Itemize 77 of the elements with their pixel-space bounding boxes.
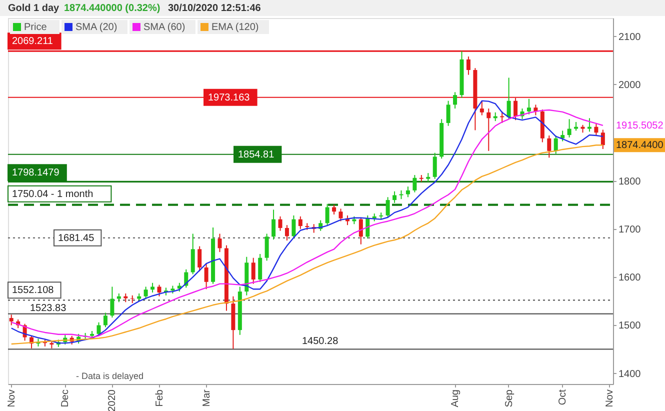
candlestick — [406, 186, 410, 198]
candlestick — [332, 204, 336, 215]
candlestick — [198, 246, 202, 272]
text: 1915.5052 — [616, 120, 664, 132]
x-tick-label: 2020 — [107, 389, 118, 411]
x-tick-label: Oct — [558, 389, 569, 406]
candlestick — [412, 174, 417, 193]
candlestick — [486, 108, 491, 152]
chart-title: Gold 1 day — [8, 3, 60, 14]
candlestick — [144, 286, 148, 300]
ref-line-label: 1854.81 — [238, 149, 275, 160]
legend-label: SMA (60) — [144, 22, 186, 33]
x-tick-label: Nov — [6, 390, 18, 408]
y-tick-label: 1600 — [618, 272, 642, 284]
candlestick — [110, 286, 114, 318]
candlestick — [432, 152, 437, 180]
x-tick-label: Aug — [450, 390, 462, 408]
ref-line-label: 1973.163 — [208, 92, 250, 104]
x-tick-label: Sep — [504, 389, 515, 408]
candlestick — [130, 294, 134, 304]
ref-line-label: 1523.83 — [30, 302, 67, 314]
x-tick-label: Feb — [154, 389, 166, 407]
candlestick — [103, 312, 108, 328]
candlestick — [600, 129, 605, 150]
candlestick — [480, 100, 484, 116]
candlestick — [150, 282, 155, 293]
candlestick — [284, 224, 289, 241]
candlestick — [157, 284, 162, 297]
candlestick — [272, 209, 276, 240]
text: 1874.4400 — [616, 140, 664, 152]
ref-line-label: 1681.45 — [58, 232, 95, 244]
candlestick — [594, 123, 598, 136]
legend-label: EMA (120) — [212, 22, 259, 33]
y-tick-label: 1700 — [618, 224, 642, 236]
candlestick — [392, 190, 397, 204]
candlestick — [453, 92, 458, 110]
legend-label: SMA (20) — [76, 22, 118, 33]
y-tick-label: 1500 — [618, 320, 642, 332]
candlestick — [547, 135, 552, 158]
candlestick — [264, 233, 269, 262]
candlestick — [292, 214, 296, 240]
ref-line-label: 1552.108 — [12, 285, 54, 296]
ref-line-label: 2069.211 — [12, 36, 54, 48]
candlestick — [554, 135, 558, 154]
chart-subtitle: 1874.440000 (0.32%) — [64, 3, 160, 14]
candlestick — [567, 118, 572, 138]
candlestick — [251, 257, 256, 284]
candlestick — [386, 196, 390, 218]
candlestick — [298, 216, 302, 230]
y-tick-label: 1400 — [618, 368, 642, 380]
candlestick — [466, 56, 470, 76]
candlestick — [325, 203, 330, 226]
candlestick — [338, 208, 343, 222]
ref-line-label: 1450.28 — [302, 336, 339, 348]
ref-line-label: 1750.04 - 1 month — [12, 188, 94, 200]
x-tick-label: Dec — [60, 390, 72, 408]
x-tick-label: Nov — [604, 390, 616, 408]
candlestick — [358, 216, 363, 245]
y-tick-label: 2000 — [618, 80, 642, 91]
candlestick — [526, 98, 531, 115]
annotation: - Data is delayed — [76, 371, 144, 381]
text: 30/10/2020 12:51:46 — [168, 3, 262, 14]
candlestick — [218, 233, 222, 253]
legend-label: Price — [24, 22, 48, 33]
y-tick-label: 1800 — [618, 176, 642, 188]
candlestick — [9, 314, 14, 326]
candlestick — [190, 233, 195, 275]
x-tick-label: Mar — [201, 388, 212, 407]
candlestick — [258, 253, 262, 282]
candlestick — [446, 100, 450, 126]
candlestick — [278, 216, 282, 232]
candlestick — [204, 263, 208, 290]
ref-line-label: 1798.1479 — [12, 168, 60, 179]
candlestick — [587, 118, 592, 132]
y-tick-label: 2100 — [618, 32, 642, 43]
candlestick — [506, 77, 511, 120]
candlestick — [560, 130, 565, 142]
